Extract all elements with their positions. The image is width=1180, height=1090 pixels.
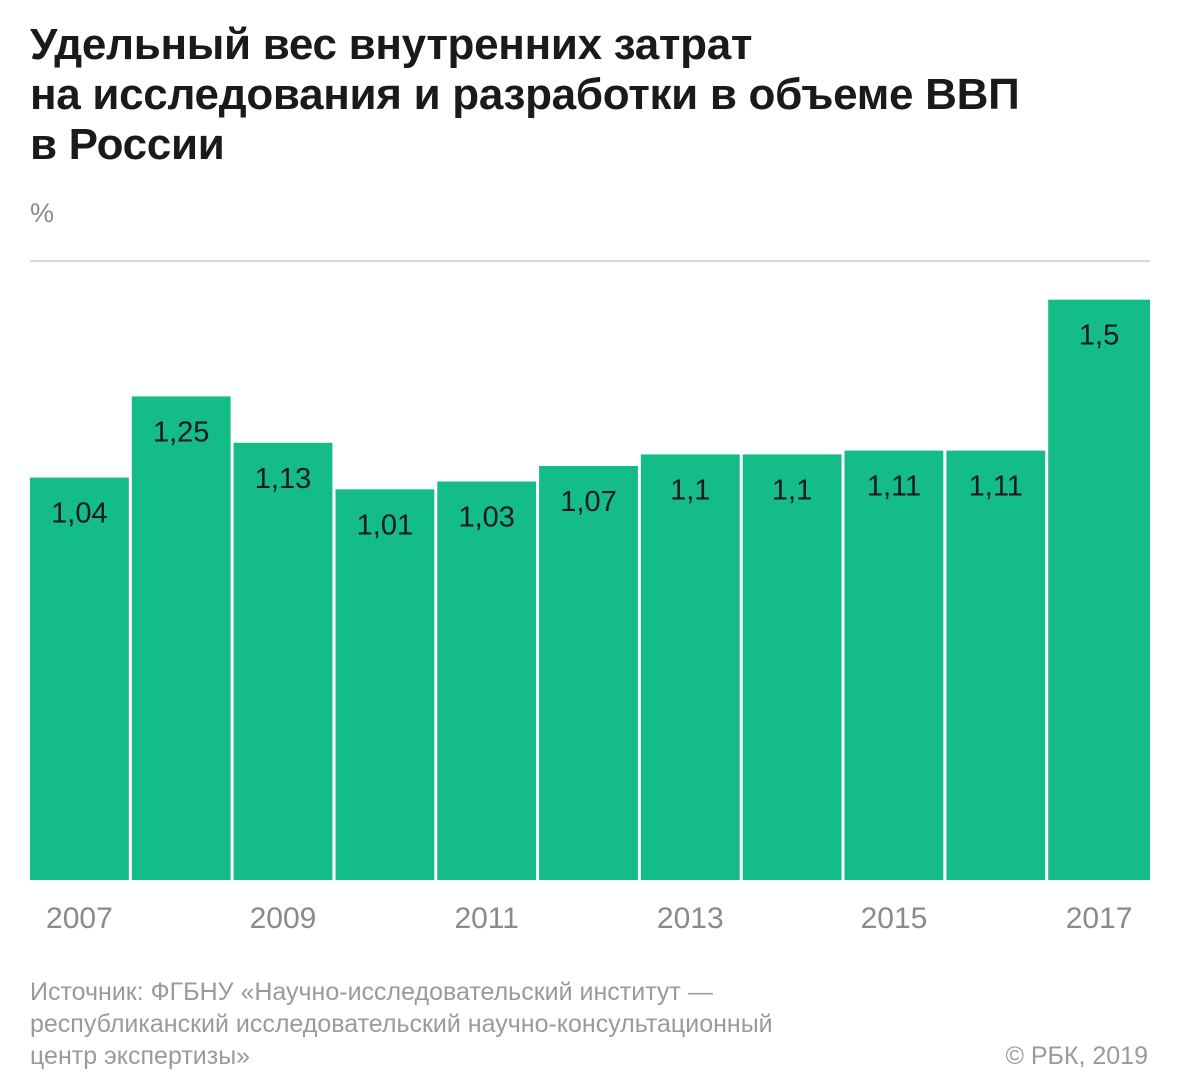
x-tick-label-2013: 2013 xyxy=(657,902,724,935)
bar-2008 xyxy=(131,396,231,880)
source-line-3: центр экспертизы» xyxy=(30,1042,251,1070)
y-axis-unit: % xyxy=(30,198,55,228)
source-line-1: Источник: ФГБНУ «Научно-исследовательски… xyxy=(30,978,713,1006)
bar-2013 xyxy=(640,454,740,880)
x-tick-label-2015: 2015 xyxy=(861,902,928,935)
bar-2011 xyxy=(437,481,537,880)
bar-2014 xyxy=(742,454,842,880)
bars-group xyxy=(30,299,1150,880)
x-tick-label-2007: 2007 xyxy=(46,902,113,935)
value-labels-group: 1,04 1,25 1,13 1,01 1,03 1,07 1,1 1,1 1,11 1,11 1,… xyxy=(51,320,1119,542)
bar-2017 xyxy=(1048,299,1150,880)
value-label-2008: 1,25 xyxy=(153,416,209,448)
value-label-2010: 1,01 xyxy=(357,509,413,541)
value-label-2011: 1,03 xyxy=(458,502,514,534)
bar-2009 xyxy=(233,442,333,880)
value-label-2014: 1,1 xyxy=(772,474,812,506)
value-label-2017: 1,5 xyxy=(1079,320,1119,352)
source-line-2: республиканский исследовательский научно… xyxy=(30,1010,773,1038)
bar-chart: 1,04 1,25 1,13 1,01 1,03 1,07 1,1 1,1 1,11 1,11 1,… xyxy=(30,260,1150,935)
x-tick-labels-group: 2007 2009 2011 2013 2015 2017 xyxy=(46,902,1132,935)
bar-2010 xyxy=(335,489,435,880)
value-label-2009: 1,13 xyxy=(255,463,311,495)
value-label-2016: 1,11 xyxy=(969,471,1023,503)
x-tick-label-2009: 2009 xyxy=(250,902,317,935)
source-note: Источник: ФГБНУ «Научно-исследовательски… xyxy=(30,976,950,1072)
x-tick-label-2011: 2011 xyxy=(454,902,519,935)
bar-2007 xyxy=(30,477,129,880)
chart-title: Удельный вес внутренних затрат на исслед… xyxy=(30,20,1160,170)
bar-2012 xyxy=(539,466,638,880)
value-label-2013: 1,1 xyxy=(670,474,710,506)
x-tick-label-2017: 2017 xyxy=(1066,902,1133,935)
chart-title-line-2: на исследования и разработки в объеме ВВ… xyxy=(30,70,1020,119)
value-label-2012: 1,07 xyxy=(560,486,616,518)
copyright: © РБК, 2019 xyxy=(1005,1042,1148,1070)
value-label-2007: 1,04 xyxy=(51,498,107,530)
chart-title-line-1: Удельный вес внутренних затрат xyxy=(30,20,753,69)
value-label-2015: 1,11 xyxy=(867,471,921,503)
chart-title-line-3: в России xyxy=(30,120,225,169)
bar-2015 xyxy=(844,450,944,880)
bar-2016 xyxy=(946,450,1046,880)
